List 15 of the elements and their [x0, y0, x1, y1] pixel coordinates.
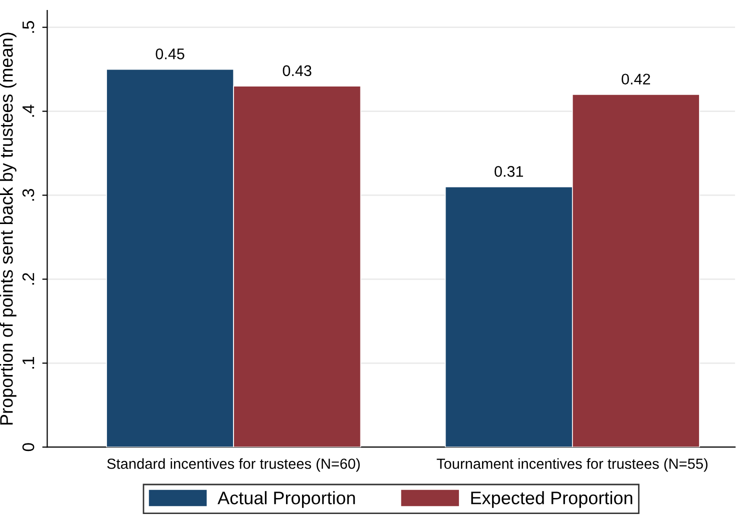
- y-tick-label: .3: [22, 189, 34, 201]
- legend-label: Actual Proportion: [218, 491, 355, 508]
- data-label: 0.43: [282, 65, 312, 76]
- legend-label: Expected Proportion: [471, 491, 632, 508]
- data-label: 0.31: [494, 166, 524, 177]
- x-tick-label: Tournament incentives for trustees (N=55): [436, 458, 708, 472]
- data-label: 0.42: [622, 74, 650, 85]
- y-tick-label: .5: [22, 21, 34, 33]
- data-label: 0.45: [156, 48, 184, 60]
- x-tick-label: Standard incentives for trustees (N=60): [107, 458, 360, 472]
- y-tick-label: 0: [22, 443, 34, 452]
- y-tick-label: .2: [22, 273, 34, 285]
- y-tick-label: .4: [22, 104, 34, 117]
- y-axis-title: Proportion of points sent back by trustees (mean): [0, 32, 16, 425]
- y-tick-label: .1: [22, 357, 34, 369]
